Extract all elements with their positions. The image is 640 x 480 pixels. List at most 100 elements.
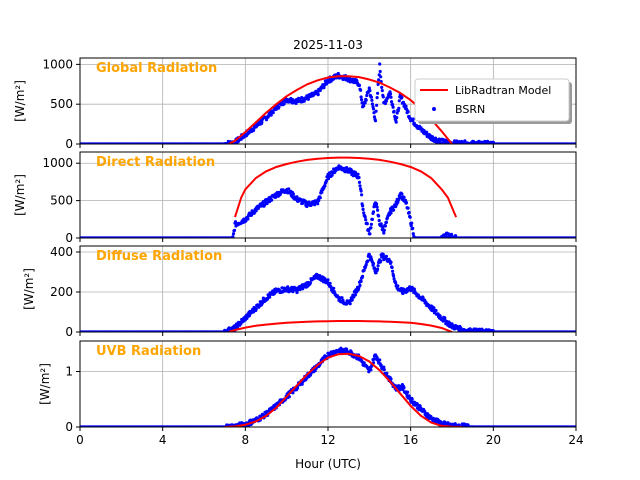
bsrn-point bbox=[300, 96, 304, 100]
y-tick-label: 0 bbox=[65, 137, 73, 151]
bsrn-point bbox=[369, 222, 373, 226]
x-tick-label: 8 bbox=[242, 433, 250, 447]
bsrn-point bbox=[381, 95, 385, 99]
bsrn-point bbox=[308, 281, 312, 285]
bsrn-point bbox=[372, 115, 377, 119]
x-axis-label: Hour (UTC) bbox=[295, 457, 361, 471]
bsrn-point bbox=[357, 180, 362, 184]
bsrn-point bbox=[409, 224, 413, 228]
bsrn-point bbox=[383, 224, 387, 228]
bsrn-point bbox=[367, 86, 371, 90]
bsrn-point bbox=[370, 98, 374, 102]
bsrn-point bbox=[362, 361, 366, 365]
x-tick-label: 0 bbox=[76, 433, 84, 447]
y-axis-label: [W/m²] bbox=[13, 174, 27, 216]
bsrn-point bbox=[397, 106, 401, 110]
legend-model-label: LibRadtran Model bbox=[455, 84, 551, 97]
bsrn-point bbox=[378, 62, 382, 66]
bsrn-point bbox=[406, 206, 410, 210]
bsrn-point bbox=[400, 192, 404, 196]
panel-label-uvb: UVB Radiation bbox=[96, 344, 201, 359]
bsrn-point bbox=[329, 285, 333, 289]
bsrn-point bbox=[406, 110, 410, 114]
panel-label-diffuse: Diffuse Radiation bbox=[96, 249, 222, 264]
bsrn-point bbox=[389, 260, 393, 264]
panel-direct: 0 500 1000 [W/m²] Direct Radiation bbox=[13, 151, 577, 245]
bsrn-point bbox=[392, 109, 396, 113]
bsrn-point bbox=[377, 214, 381, 218]
x-tick-label: 20 bbox=[486, 433, 501, 447]
bsrn-point bbox=[370, 102, 374, 106]
bsrn-point bbox=[411, 117, 415, 121]
bsrn-point bbox=[376, 267, 380, 271]
bsrn-point bbox=[376, 91, 380, 95]
bsrn-point bbox=[377, 78, 381, 82]
bsrn-point bbox=[302, 99, 306, 103]
bsrn-point bbox=[342, 166, 346, 170]
x-tick-label: 16 bbox=[403, 433, 418, 447]
bsrn-point bbox=[392, 274, 396, 278]
bsrn-point bbox=[359, 88, 363, 92]
bsrn-point bbox=[358, 184, 362, 188]
bsrn-point bbox=[369, 95, 373, 99]
bsrn-point bbox=[358, 283, 362, 287]
bsrn-point bbox=[384, 99, 388, 103]
bsrn-point bbox=[271, 111, 275, 115]
panel-uvb: 0 4 8 12 16 20 24 0 1 [W/m²] UVB Radiation bbox=[38, 340, 584, 447]
y-axis-label: [W/m²] bbox=[13, 80, 27, 122]
bsrn-point bbox=[480, 327, 484, 331]
x-tick-label: 12 bbox=[320, 433, 335, 447]
bsrn-point bbox=[376, 264, 380, 268]
bsrn-point bbox=[364, 98, 368, 102]
bsrn-point bbox=[425, 130, 429, 134]
bsrn-point bbox=[316, 202, 320, 206]
bsrn-point bbox=[400, 95, 404, 99]
bsrn-point bbox=[359, 279, 363, 283]
bsrn-point bbox=[376, 82, 380, 86]
y-axis-label: [W/m²] bbox=[22, 268, 36, 310]
y-tick-label: 400 bbox=[50, 245, 73, 259]
bsrn-point bbox=[259, 204, 263, 208]
bsrn-point bbox=[254, 209, 258, 213]
bsrn-point bbox=[360, 98, 364, 102]
bsrn-point bbox=[295, 386, 300, 390]
bsrn-point bbox=[404, 201, 409, 205]
bsrn-point bbox=[391, 105, 395, 109]
bsrn-point bbox=[366, 259, 370, 263]
bsrn-point bbox=[374, 109, 378, 113]
bsrn-point bbox=[376, 208, 380, 212]
bsrn-point bbox=[406, 390, 410, 394]
bsrn-point bbox=[463, 139, 467, 143]
bsrn-point bbox=[360, 193, 364, 197]
bsrn-point bbox=[375, 202, 379, 206]
bsrn-point bbox=[449, 232, 454, 236]
bsrn-point bbox=[364, 263, 368, 267]
bsrn-point bbox=[378, 69, 382, 74]
bsrn-point bbox=[323, 184, 327, 188]
bsrn-point bbox=[350, 298, 354, 302]
bsrn-point bbox=[353, 170, 357, 174]
bsrn-point bbox=[384, 220, 388, 224]
bsrn-point bbox=[381, 225, 385, 229]
bsrn-point bbox=[231, 235, 235, 238]
bsrn-point bbox=[365, 93, 369, 98]
bsrn-point bbox=[411, 226, 415, 230]
bsrn-point bbox=[326, 278, 330, 282]
y-tick-label: 1000 bbox=[42, 156, 73, 170]
bsrn-point bbox=[295, 195, 299, 199]
bsrn-point bbox=[324, 179, 329, 183]
bsrn-point bbox=[390, 100, 394, 104]
bsrn-point bbox=[371, 262, 376, 266]
y-tick-label: 0 bbox=[65, 420, 73, 434]
bsrn-point bbox=[402, 386, 406, 390]
bsrn-point bbox=[380, 85, 384, 89]
bsrn-point bbox=[295, 290, 299, 295]
bsrn-point bbox=[353, 293, 357, 297]
bsrn-point bbox=[434, 309, 438, 313]
bsrn-point bbox=[389, 377, 393, 381]
bsrn-point bbox=[394, 120, 398, 124]
bsrn-point bbox=[402, 195, 406, 199]
bsrn-point bbox=[369, 368, 373, 372]
y-axis-label: [W/m²] bbox=[38, 363, 52, 405]
